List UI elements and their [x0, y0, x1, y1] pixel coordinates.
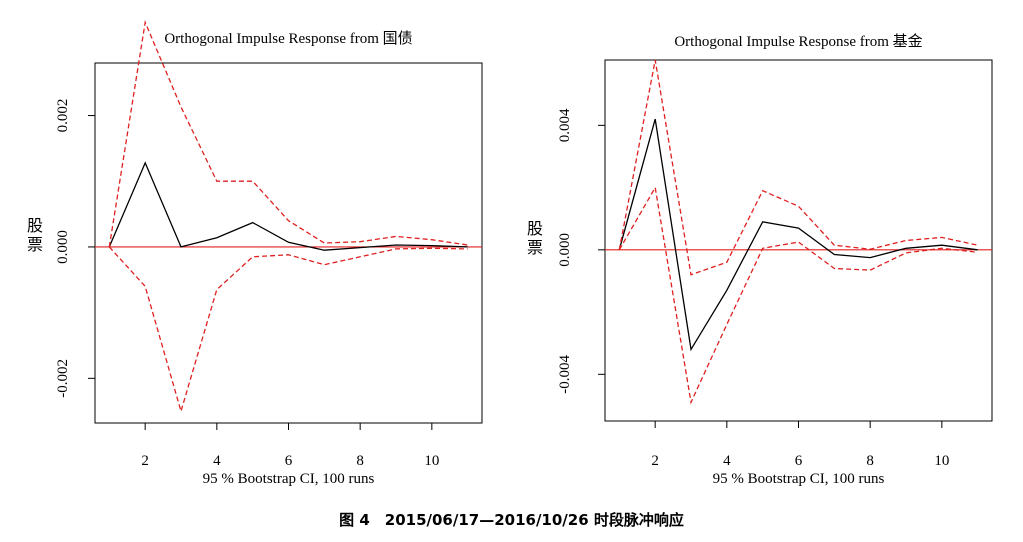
y-axis-label: 股 [527, 219, 543, 238]
y-tick-label: 0.004 [557, 108, 573, 142]
ci-lower-line [108, 246, 468, 414]
chart-title: Orthogonal Impulse Response from 国债 [164, 30, 412, 47]
irf-line [108, 161, 468, 251]
x-axis-label: 95 % Bootstrap CI, 100 runs [713, 471, 885, 487]
x-tick-label: 4 [213, 453, 221, 469]
x-tick-label: 2 [141, 453, 149, 469]
right-irf-panel: Orthogonal Impulse Response from 基金 2 4 6 8 1… [527, 33, 993, 487]
ci-upper-line [618, 59, 978, 276]
x-tick-label: 6 [795, 453, 803, 469]
x-tick-label: 10 [934, 453, 949, 469]
irf-line [618, 118, 978, 352]
y-tick-label: -0.002 [55, 359, 71, 398]
x-tick-label: 6 [285, 453, 293, 469]
x-axis-label: 95 % Bootstrap CI, 100 runs [203, 471, 375, 487]
x-tick-label: 8 [866, 453, 874, 469]
figure-caption: 图 4 2015/06/17—2016/10/26 时段脉冲响应 [339, 511, 684, 529]
y-tick-label: -0.004 [557, 354, 573, 393]
y-tick-label: 0.002 [55, 99, 71, 133]
x-tick-label: 4 [723, 453, 731, 469]
plot-frame [604, 59, 993, 422]
y-tick-label: 0.000 [557, 233, 573, 267]
y-axis-label: 票 [527, 238, 543, 257]
x-tick-label: 10 [424, 453, 439, 469]
ci-lower-line [618, 185, 978, 405]
impulse-response-figure: Orthogonal Impulse Response from 国债 2 4 6 8 1… [27, 19, 993, 487]
x-tick-label: 8 [356, 453, 364, 469]
plot-frame [94, 62, 483, 424]
y-tick-label: 0.000 [55, 230, 71, 264]
y-axis-label: 票 [27, 235, 43, 254]
chart-title: Orthogonal Impulse Response from 基金 [674, 33, 922, 50]
left-irf-panel: Orthogonal Impulse Response from 国债 2 4 6 8 1… [27, 19, 483, 487]
y-axis-label: 股 [27, 216, 43, 235]
x-tick-label: 2 [651, 453, 659, 469]
ci-upper-line [108, 19, 468, 248]
